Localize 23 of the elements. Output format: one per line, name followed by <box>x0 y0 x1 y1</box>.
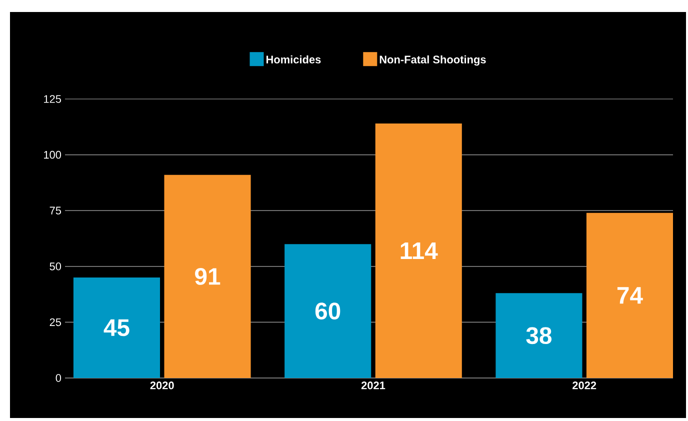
bar <box>375 124 462 378</box>
x-tick-label: 2022 <box>572 382 596 390</box>
x-tick-label: 2021 <box>361 382 386 390</box>
bar <box>586 212 674 378</box>
legend-label: Non-Fatal Shootings <box>380 55 486 66</box>
y-tick-label: 0 <box>56 374 62 382</box>
y-tick-label: 50 <box>50 262 62 270</box>
data-label: 60 <box>315 302 340 320</box>
y-tick-label: 125 <box>44 95 62 103</box>
bar <box>164 174 251 378</box>
legend-label: Homicides <box>266 55 321 64</box>
data-label: 74 <box>617 287 643 304</box>
data-label: 114 <box>400 242 438 259</box>
y-tick-label: 75 <box>50 206 62 214</box>
bar <box>496 293 582 378</box>
data-label: 45 <box>104 319 130 336</box>
y-tick-label: 25 <box>50 318 62 326</box>
y-tick-label: 100 <box>44 150 62 159</box>
bar <box>73 278 160 378</box>
bar <box>284 244 372 378</box>
data-label: 91 <box>195 268 220 285</box>
x-tick-label: 2020 <box>150 382 174 390</box>
data-label: 38 <box>526 327 552 344</box>
